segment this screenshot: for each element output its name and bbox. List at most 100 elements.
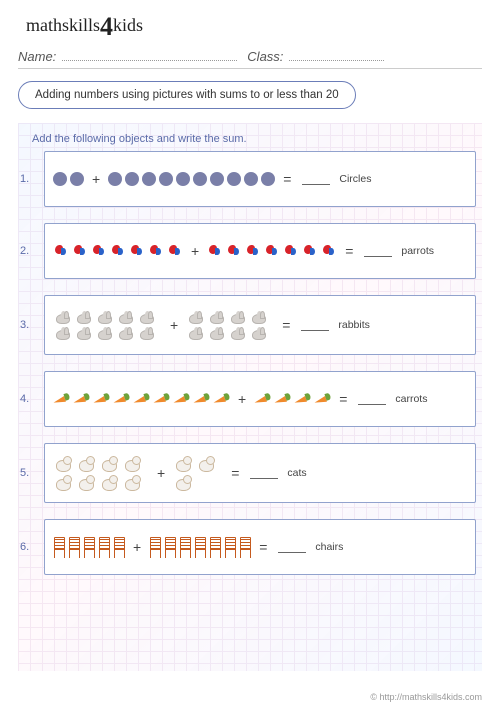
parrot-icon — [321, 244, 337, 259]
logo: mathskills4kids — [26, 12, 482, 42]
answer-blank[interactable] — [364, 245, 392, 257]
problem-number: 4. — [20, 393, 38, 405]
cat-icon — [53, 475, 73, 491]
rabbit-icon — [137, 311, 155, 324]
logo-suffix: kids — [113, 15, 143, 35]
rabbit-icon — [116, 327, 134, 340]
unit-label: carrots — [395, 393, 427, 405]
problem-box: + = carrots — [44, 371, 476, 427]
parrot-icon — [129, 244, 145, 259]
parrot-icon — [53, 244, 69, 259]
circle-icon — [261, 172, 275, 186]
circle-icon — [193, 172, 207, 186]
chair-icon — [224, 537, 236, 558]
carrot-icon — [212, 391, 232, 407]
rabbit-icon — [116, 311, 134, 324]
problem-row: 4. + = carrots — [20, 371, 476, 427]
parrot-group — [207, 244, 337, 259]
class-field: Class: — [247, 48, 384, 64]
logo-mid: skills — [62, 15, 100, 35]
chair-icon — [149, 537, 161, 558]
header-row: Name: Class: — [18, 48, 482, 69]
carrot-group — [53, 394, 230, 405]
problem-box: +=chairs — [44, 519, 476, 575]
name-input-line[interactable] — [62, 48, 237, 61]
carrot-icon — [192, 391, 212, 407]
worksheet-page: mathskills4kids Name: Class: Adding numb… — [0, 0, 500, 708]
carrot-group — [254, 394, 331, 405]
problem-box: +=Circles — [44, 151, 476, 207]
chair-group — [53, 537, 125, 558]
chair-icon — [209, 537, 221, 558]
cat-group — [53, 456, 149, 491]
circle-icon — [210, 172, 224, 186]
unit-label: rabbits — [338, 319, 370, 331]
problem-row: 6.+=chairs — [20, 519, 476, 575]
circle-group — [53, 172, 84, 186]
logo-big: 4 — [100, 12, 113, 41]
rabbit-icon — [74, 311, 92, 324]
rabbit-icon — [249, 311, 267, 324]
circle-icon — [244, 172, 258, 186]
equals-operator: = — [280, 317, 292, 333]
circle-icon — [108, 172, 122, 186]
answer-blank[interactable] — [358, 393, 386, 405]
carrot-icon — [132, 391, 152, 407]
carrot-icon — [92, 391, 112, 407]
carrot-icon — [313, 391, 333, 407]
chair-group — [149, 537, 251, 558]
parrot-icon — [283, 244, 299, 259]
rabbit-icon — [249, 327, 267, 340]
parrot-icon — [207, 244, 223, 259]
equals-operator: = — [337, 391, 349, 407]
circle-icon — [70, 172, 84, 186]
problem-box: + = parrots — [44, 223, 476, 279]
name-field: Name: — [18, 48, 237, 64]
class-input-line[interactable] — [289, 48, 384, 61]
chair-icon — [113, 537, 125, 558]
cat-icon — [122, 475, 142, 491]
problem-list: 1.+=Circles2.+=parrots3.+=rabbits4.+=car… — [18, 151, 482, 575]
name-label: Name: — [18, 49, 56, 64]
work-area: Add the following objects and write the … — [18, 123, 482, 671]
problem-row: 2.+=parrots — [20, 223, 476, 279]
cat-icon — [99, 456, 119, 472]
plus-operator: + — [90, 171, 102, 187]
equals-operator: = — [257, 539, 269, 555]
problem-row: 3.+=rabbits — [20, 295, 476, 355]
parrot-icon — [148, 244, 164, 259]
chair-icon — [239, 537, 251, 558]
problem-row: 5.+=cats — [20, 443, 476, 503]
circle-icon — [176, 172, 190, 186]
answer-blank[interactable] — [301, 319, 329, 331]
answer-blank[interactable] — [278, 541, 306, 553]
plus-operator: + — [236, 391, 248, 407]
cat-icon — [76, 475, 96, 491]
carrot-icon — [273, 391, 293, 407]
carrot-icon — [293, 391, 313, 407]
answer-blank[interactable] — [302, 173, 330, 185]
problem-number: 1. — [20, 173, 38, 185]
problem-row: 1. +=Circles — [20, 151, 476, 207]
instruction-text: Add the following objects and write the … — [18, 123, 482, 151]
carrot-icon — [253, 391, 273, 407]
carrot-icon — [52, 391, 72, 407]
parrot-icon — [91, 244, 107, 259]
carrot-icon — [152, 391, 172, 407]
rabbit-icon — [207, 327, 225, 340]
cat-icon — [196, 456, 216, 472]
unit-label: parrots — [401, 245, 434, 257]
chair-icon — [83, 537, 95, 558]
circle-icon — [159, 172, 173, 186]
plus-operator: + — [189, 243, 201, 259]
equals-operator: = — [343, 243, 355, 259]
circle-icon — [142, 172, 156, 186]
answer-blank[interactable] — [250, 467, 278, 479]
problem-box: +=rabbits — [44, 295, 476, 355]
footer-copyright: © http://mathskills4kids.com — [370, 692, 482, 702]
logo-prefix: math — [26, 15, 62, 35]
cat-icon — [173, 475, 193, 491]
cat-icon — [99, 475, 119, 491]
parrot-icon — [167, 244, 183, 259]
cat-icon — [53, 456, 73, 472]
